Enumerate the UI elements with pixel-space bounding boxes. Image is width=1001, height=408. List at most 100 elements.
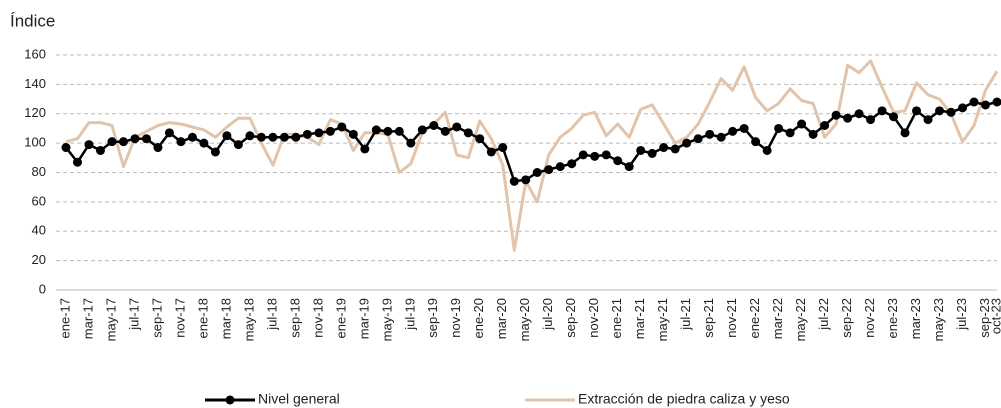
series-marker bbox=[843, 113, 853, 123]
series-marker bbox=[935, 106, 945, 116]
series-marker bbox=[337, 122, 347, 132]
legend-label: Extracción de piedra caliza y yeso bbox=[578, 391, 790, 407]
series-marker bbox=[429, 121, 439, 130]
series-marker bbox=[314, 128, 324, 138]
series-marker bbox=[452, 122, 462, 132]
x-tick-label: sep-19 bbox=[425, 298, 440, 338]
series-marker bbox=[509, 176, 519, 186]
y-tick-label: 140 bbox=[24, 76, 46, 91]
series-marker bbox=[590, 151, 600, 161]
series-marker bbox=[383, 126, 393, 136]
series-marker bbox=[532, 168, 542, 177]
x-tick-label: may-22 bbox=[793, 298, 808, 341]
series-marker bbox=[601, 150, 611, 160]
x-tick-label: sep-20 bbox=[563, 298, 578, 338]
series-marker bbox=[521, 175, 531, 185]
series-marker bbox=[325, 126, 335, 136]
series-marker bbox=[613, 156, 623, 166]
x-tick-label: nov-22 bbox=[862, 298, 877, 338]
y-tick-label: 80 bbox=[32, 164, 46, 179]
y-tick-label: 160 bbox=[24, 46, 46, 61]
series-marker bbox=[72, 157, 82, 167]
x-tick-label: jul-21 bbox=[678, 298, 693, 331]
x-tick-label: ene-20 bbox=[471, 298, 486, 338]
x-tick-label: nov-17 bbox=[172, 298, 187, 338]
x-tick-label: sep-21 bbox=[701, 298, 716, 338]
legend-label: Nivel general bbox=[258, 391, 340, 407]
x-tick-label: sep-23 bbox=[977, 298, 992, 338]
series-marker bbox=[544, 165, 554, 175]
x-tick-label: ene-21 bbox=[609, 298, 624, 338]
x-tick-label: may-23 bbox=[931, 298, 946, 341]
x-tick-label: jul-23 bbox=[954, 298, 969, 331]
x-tick-label: jul-20 bbox=[540, 298, 555, 331]
series-marker bbox=[693, 134, 703, 144]
series-marker bbox=[785, 128, 795, 138]
series-marker bbox=[498, 143, 508, 153]
series-marker bbox=[130, 134, 140, 144]
series-line bbox=[65, 100, 998, 183]
series-marker bbox=[95, 145, 105, 155]
series-marker bbox=[302, 129, 312, 139]
y-tick-label: 120 bbox=[24, 105, 46, 120]
x-tick-label: mar-17 bbox=[80, 298, 95, 339]
series-marker bbox=[670, 144, 680, 154]
series-marker bbox=[877, 106, 887, 116]
series-marker bbox=[233, 140, 243, 150]
series-marker bbox=[61, 143, 71, 153]
x-tick-label: ene-23 bbox=[885, 298, 900, 338]
series-marker bbox=[107, 137, 117, 147]
series-marker bbox=[475, 134, 485, 144]
x-tick-label: nov-18 bbox=[310, 298, 325, 338]
series-marker bbox=[946, 107, 956, 117]
series-marker bbox=[900, 128, 910, 138]
series-marker bbox=[555, 162, 565, 172]
y-tick-label: 40 bbox=[32, 223, 46, 238]
x-tick-label: may-18 bbox=[241, 298, 256, 341]
series-marker bbox=[210, 147, 220, 157]
x-tick-label: mar-21 bbox=[632, 298, 647, 339]
series-marker bbox=[808, 129, 818, 139]
series-marker bbox=[199, 138, 209, 148]
series-marker bbox=[141, 134, 151, 144]
series-marker bbox=[440, 126, 450, 136]
x-tick-label: sep-17 bbox=[149, 298, 164, 338]
series-marker bbox=[647, 148, 657, 158]
series-marker bbox=[360, 144, 370, 154]
series-marker bbox=[923, 115, 933, 125]
series-marker bbox=[797, 119, 807, 129]
series-marker bbox=[716, 132, 726, 142]
series-marker bbox=[417, 125, 427, 135]
x-tick-label: jul-18 bbox=[264, 298, 279, 331]
x-tick-label: mar-19 bbox=[356, 298, 371, 339]
series-marker bbox=[268, 132, 278, 142]
series-marker bbox=[774, 123, 784, 133]
series-marker bbox=[992, 97, 1001, 107]
x-tick-label: ene-18 bbox=[195, 298, 210, 338]
x-tick-label: oct-23 bbox=[988, 298, 1001, 334]
x-tick-label: jul-22 bbox=[816, 298, 831, 331]
x-tick-label: ene-19 bbox=[333, 298, 348, 338]
series-marker bbox=[624, 162, 634, 172]
series-marker bbox=[958, 103, 968, 113]
series-marker bbox=[291, 132, 301, 142]
y-axis-label: Índice bbox=[10, 11, 55, 30]
series-marker bbox=[394, 126, 404, 136]
series-marker bbox=[762, 145, 772, 155]
series-marker bbox=[739, 123, 749, 133]
series-marker bbox=[831, 110, 841, 120]
x-tick-label: nov-19 bbox=[448, 298, 463, 338]
series-marker bbox=[705, 129, 715, 139]
series-marker bbox=[567, 159, 577, 169]
x-tick-label: may-19 bbox=[379, 298, 394, 341]
y-tick-label: 60 bbox=[32, 193, 46, 208]
x-tick-label: mar-20 bbox=[494, 298, 509, 339]
series-marker bbox=[866, 115, 876, 125]
x-tick-label: may-20 bbox=[517, 298, 532, 341]
series-marker bbox=[728, 126, 738, 136]
series-marker bbox=[118, 137, 128, 147]
y-tick-label: 20 bbox=[32, 252, 46, 267]
series-marker bbox=[889, 112, 899, 122]
x-tick-label: ene-17 bbox=[57, 298, 72, 338]
